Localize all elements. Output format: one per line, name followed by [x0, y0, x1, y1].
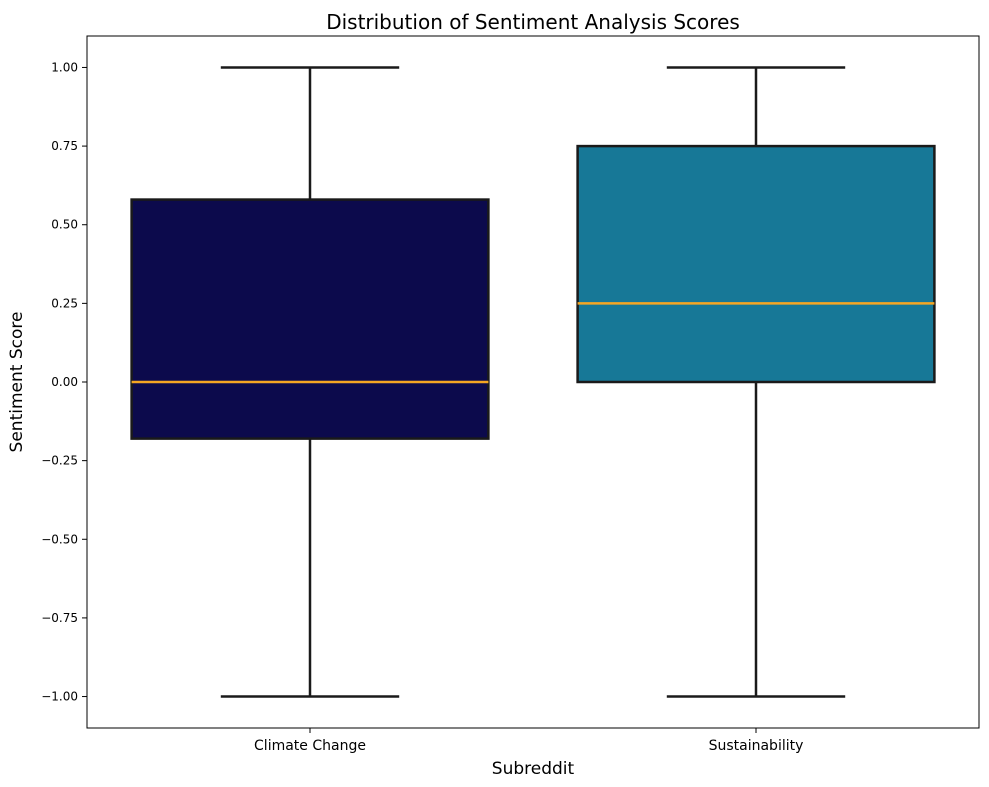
y-tick-label: 0.50	[51, 218, 78, 232]
y-tick-label: 1.00	[51, 60, 78, 74]
y-tick-label: 0.00	[51, 375, 78, 389]
x-tick-label: Sustainability	[709, 738, 804, 754]
x-axis-label: Subreddit	[492, 759, 575, 779]
box-sustainability	[576, 66, 936, 698]
box-climate-change	[130, 66, 490, 698]
y-axis-ticks: 1.00 0.75 0.50 0.25 0.00 −0.25 −0.50 −0.75 −1.00	[41, 60, 87, 704]
box-iqr	[576, 144, 936, 384]
y-tick-label: 0.75	[51, 139, 78, 153]
y-tick-label: −1.00	[41, 690, 78, 704]
boxes-group	[130, 66, 936, 698]
y-tick-label: −0.25	[41, 454, 78, 468]
x-tick-label: Climate Change	[254, 738, 366, 754]
x-axis-ticks: Climate Change Sustainability	[254, 728, 803, 754]
chart-title: Distribution of Sentiment Analysis Score…	[326, 10, 740, 34]
y-tick-label: 0.25	[51, 296, 78, 310]
y-tick-label: −0.50	[41, 532, 78, 546]
box-iqr	[130, 198, 490, 440]
y-tick-label: −0.75	[41, 611, 78, 625]
y-axis-label: Sentiment Score	[7, 312, 27, 453]
